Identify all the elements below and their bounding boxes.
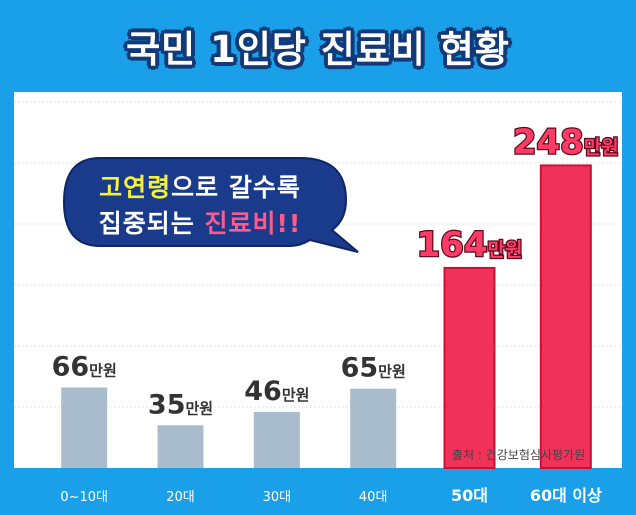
source-note: 출처 : 건강보험심사평가원 [452, 448, 586, 462]
value-label-1: 35만원 [148, 389, 213, 420]
category-label-3: 40대 [359, 490, 388, 505]
category-label-0: 0~10대 [60, 490, 108, 505]
value-label-5: 248만원 [513, 122, 619, 162]
bar-2 [253, 411, 300, 468]
callout-highlight-age: 고연령 [99, 173, 172, 202]
category-label-1: 20대 [166, 490, 195, 505]
speech-bubble-shape [62, 157, 359, 253]
title-bar: 국민 1인당 진료비 현황 [0, 0, 636, 92]
callout-text-1: 으로 갈수록 [171, 173, 301, 202]
callout-text-2: 집중되는 [98, 209, 205, 238]
bar-0 [61, 387, 108, 468]
bar-5 [539, 164, 592, 469]
value-label-3: 65만원 [341, 353, 406, 384]
value-label-4: 164만원 [417, 225, 523, 265]
speech-bubble: 고연령으로 갈수록 집중되는 진료비!! [60, 150, 360, 262]
chart-title: 국민 1인당 진료비 현황 [126, 28, 510, 71]
callout-line-1: 고연령으로 갈수록 [50, 168, 350, 204]
category-label-2: 30대 [263, 490, 292, 505]
category-label-5: 60대 이상 [530, 486, 602, 505]
axis-band [14, 468, 622, 515]
chart-panel: 66만원 0~10대 35만원 20대 46만원 30대 65만원 40대 164만원 50대 24… [14, 92, 622, 515]
callout-line-2: 집중되는 진료비!! [50, 204, 350, 240]
bar-4 [443, 266, 496, 469]
value-label-2: 46만원 [244, 376, 309, 407]
value-label-0: 66만원 [52, 351, 117, 382]
category-label-4: 50대 [451, 486, 488, 505]
bar-1 [157, 425, 204, 468]
callout-highlight-cost: 진료비!! [204, 209, 302, 238]
bar-3 [350, 388, 397, 468]
